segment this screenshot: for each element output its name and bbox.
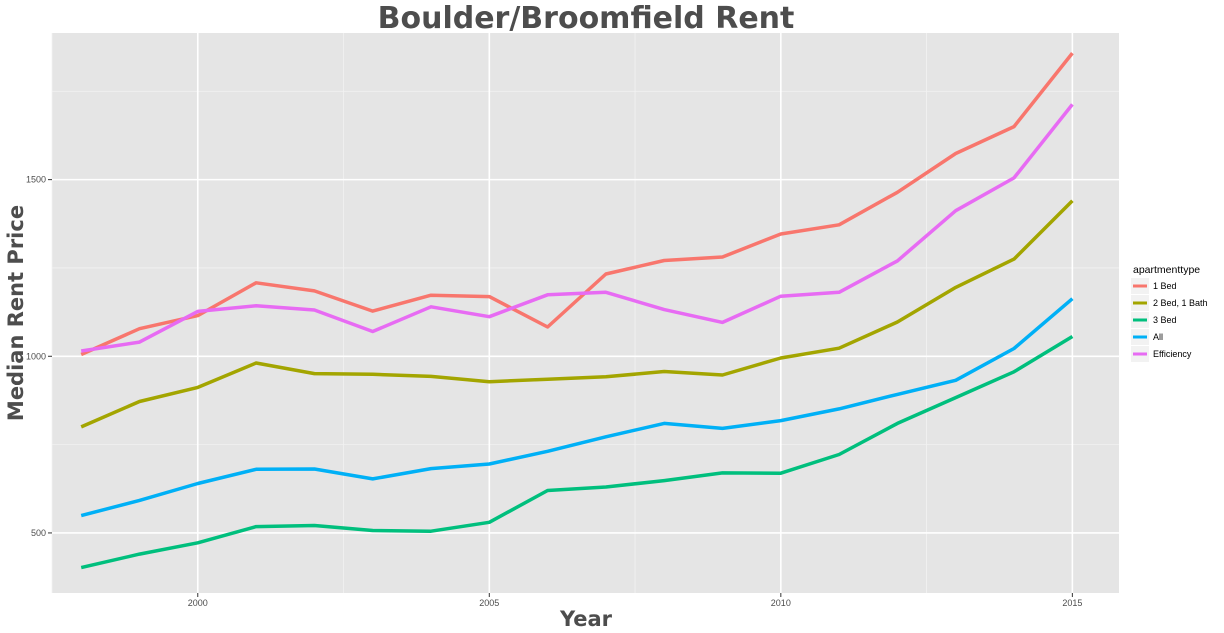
legend-label: 2 Bed, 1 Bath	[1153, 298, 1208, 308]
y-tick-label: 500	[31, 528, 46, 538]
series-line-all	[80, 297, 1074, 518]
x-tick-label: 2010	[771, 598, 791, 608]
series-line-1-bed	[80, 52, 1074, 357]
x-tick-label: 2005	[479, 598, 499, 608]
legend-label: All	[1153, 332, 1163, 342]
legend-label: 3 Bed	[1153, 315, 1177, 325]
legend-title: apartmenttype	[1133, 264, 1200, 276]
legend-items: 1 Bed 2 Bed, 1 Bath 3 Bed All Efficiency	[1131, 278, 1208, 362]
y-tick-label: 1000	[26, 351, 46, 361]
y-axis-title: Median Rent Price	[4, 205, 28, 421]
series-line-efficiency	[80, 103, 1074, 353]
series-line-3-bed	[80, 335, 1074, 570]
series-line-2-bed-1-bath	[80, 199, 1074, 429]
plot-panel	[52, 33, 1119, 593]
x-tick-label: 2015	[1062, 598, 1082, 608]
legend: apartmenttype 1 Bed 2 Bed, 1 Bath 3 Bed All…	[1131, 264, 1208, 362]
legend-label: Efficiency	[1153, 349, 1192, 359]
x-axis-title: Year	[559, 607, 613, 631]
chart-title: Boulder/Broomfield Rent	[378, 1, 795, 36]
x-tick-label: 2000	[188, 598, 208, 608]
x-axis: 2000 2005 2010 2015	[188, 593, 1082, 608]
minor-gridlines	[51, 33, 1119, 593]
y-axis: 500 1000 1500	[26, 175, 52, 538]
y-tick-label: 1500	[26, 175, 46, 185]
series-lines	[80, 52, 1074, 570]
legend-label: 1 Bed	[1153, 281, 1177, 291]
